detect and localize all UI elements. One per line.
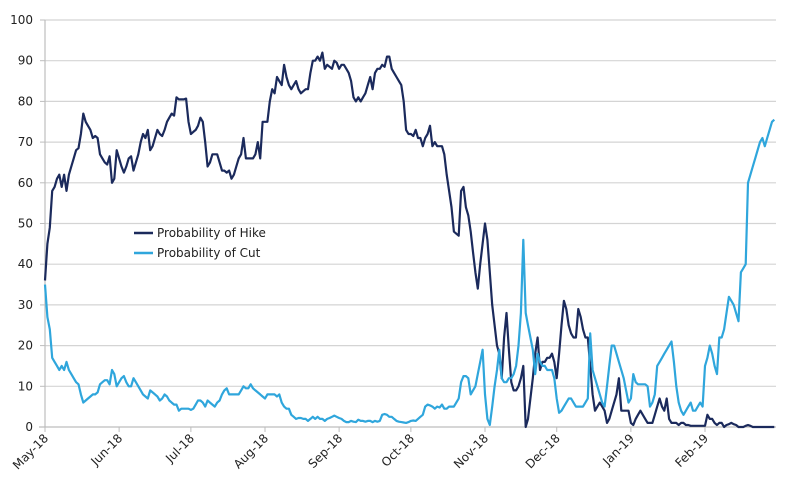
x-tick-label-Dec-18: Dec-18 [523,431,563,471]
x-tick-label-May-18: May-18 [10,431,51,472]
x-axis-tick-labels: May-18 Jun-18 Jul-18 Aug-18 Sep-18 Oct-18 Nov-… [10,431,711,472]
x-tick-label-Nov-18: Nov-18 [451,431,491,471]
legend-label-cut: Probability of Cut [157,246,261,260]
x-tick-label-Oct-18: Oct-18 [379,431,417,469]
x-tick-label-Feb-19: Feb-19 [672,431,711,470]
y-tick-label-0: 0 [25,420,33,434]
y-tick-label-10: 10 [18,379,33,393]
y-tick-label-90: 90 [18,54,33,68]
y-tick-label-80: 80 [18,94,33,108]
y-tick-label-60: 60 [18,176,33,190]
series-line-hike [43,51,775,429]
y-tick-label-30: 30 [18,298,33,312]
x-tick-label-Aug-18: Aug-18 [231,431,271,471]
x-tick-label-Jan-19: Jan-19 [599,431,637,469]
series-lines [43,51,776,429]
x-tick-label-Jul-18: Jul-18 [162,431,197,466]
axes [39,19,776,432]
gridlines [45,19,776,387]
y-tick-label-40: 40 [18,257,33,271]
x-tick-label-Sep-18: Sep-18 [305,431,345,471]
y-axis-tick-labels: 0 10 20 30 40 50 60 70 80 90 100 [10,13,33,434]
series-line-cut [43,118,776,427]
x-tick-label-Jun-18: Jun-18 [88,431,126,469]
y-tick-label-70: 70 [18,135,33,149]
y-tick-label-20: 20 [18,339,33,353]
legend-label-hike: Probability of Hike [157,226,266,240]
y-tick-label-50: 50 [18,217,33,231]
legend: Probability of Hike Probability of Cut [134,226,266,260]
y-tick-label-100: 100 [10,13,33,27]
